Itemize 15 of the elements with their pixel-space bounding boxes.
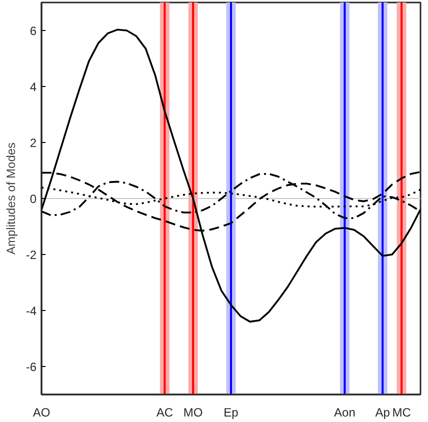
y-tick-label: 4	[30, 80, 37, 94]
x-tick-label: MO	[183, 406, 203, 420]
y-tick-label: 0	[30, 192, 37, 206]
y-tick-label: -4	[26, 304, 37, 318]
x-tick-label: AO	[32, 406, 50, 420]
x-tick-label: Ep	[224, 406, 239, 420]
x-tick-label: Ap	[375, 406, 390, 420]
x-tick-label: Aon	[334, 406, 356, 420]
y-tick-label: 2	[30, 136, 37, 150]
y-tick-label: -6	[26, 360, 37, 374]
x-tick-label: AC	[156, 406, 174, 420]
x-tick-label: MC	[392, 406, 412, 420]
y-axis-title: Amplitudes of Modes	[4, 142, 18, 255]
y-tick-label: -2	[26, 248, 37, 262]
y-tick-label: 6	[30, 24, 37, 38]
